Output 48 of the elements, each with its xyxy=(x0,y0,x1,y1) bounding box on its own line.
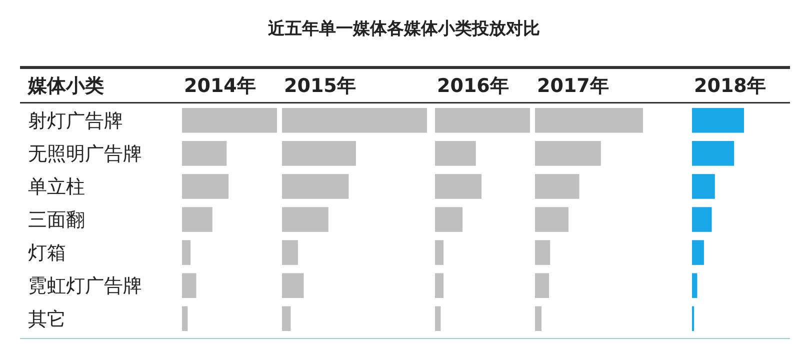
bar xyxy=(282,273,304,298)
bar xyxy=(435,306,441,332)
bar xyxy=(182,108,277,133)
bar xyxy=(282,306,291,332)
bar xyxy=(435,273,444,298)
bar xyxy=(182,207,212,232)
chart-title: 2017年 xyxy=(537,75,609,97)
bar xyxy=(282,207,328,232)
y-tick-label: 霓虹灯广告牌 xyxy=(28,275,142,298)
bar xyxy=(182,306,188,332)
bar xyxy=(535,306,542,332)
chart-title: 2014年 xyxy=(184,75,256,97)
bar xyxy=(182,174,229,199)
y-tick-label: 三面翻 xyxy=(28,209,85,232)
bar xyxy=(535,141,601,166)
chart-title: 2016年 xyxy=(437,75,509,97)
text: 近五年单一媒体各媒体小类投放对比 xyxy=(267,19,540,39)
bar xyxy=(692,108,744,133)
bar xyxy=(535,174,580,199)
bar xyxy=(282,141,356,166)
bar xyxy=(435,108,530,133)
chart-title: 2018年 xyxy=(694,75,766,97)
bar xyxy=(535,240,550,265)
y-tick-label: 无照明广告牌 xyxy=(28,143,142,166)
bar xyxy=(182,141,227,166)
y-tick-label: 单立柱 xyxy=(28,176,85,198)
bar xyxy=(435,240,444,265)
bar xyxy=(535,108,643,133)
chart-title: 2015年 xyxy=(284,75,356,97)
bar xyxy=(435,141,476,166)
y-axis-title: 媒体小类 xyxy=(27,75,104,97)
bar xyxy=(692,207,712,232)
y-tick-label: 射灯广告牌 xyxy=(28,110,123,132)
y-tick-label: 其它 xyxy=(28,308,66,330)
bar xyxy=(182,240,191,265)
bar xyxy=(692,174,715,199)
bar xyxy=(535,207,568,232)
bar xyxy=(692,240,704,265)
bar xyxy=(282,240,298,265)
bar xyxy=(182,273,196,298)
bar xyxy=(435,207,463,232)
bar xyxy=(282,108,427,133)
bar xyxy=(692,273,698,298)
bar xyxy=(692,141,734,166)
y-tick-label: 灯箱 xyxy=(28,242,66,264)
bar xyxy=(435,174,482,199)
bar xyxy=(535,273,550,298)
bar xyxy=(282,174,349,199)
